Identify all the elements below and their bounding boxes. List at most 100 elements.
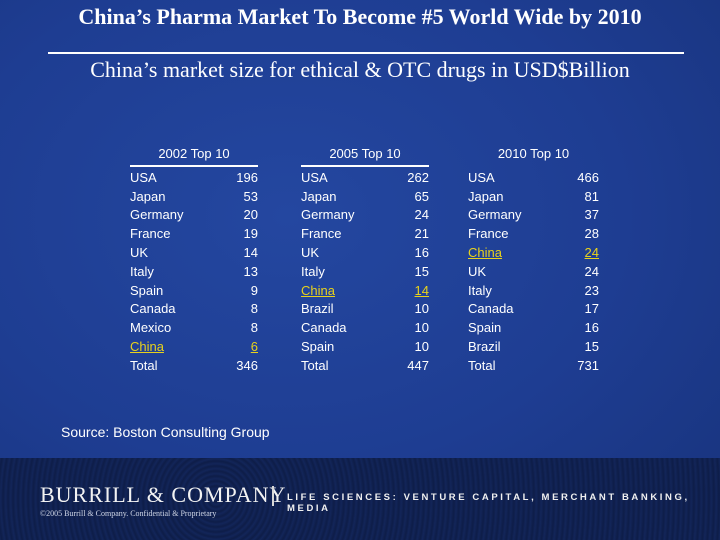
country-name: Germany — [130, 207, 184, 223]
table-row: Canada 17 — [468, 300, 599, 319]
table-heading: 2010 Top 10 — [497, 146, 570, 161]
table-row: USA 466 — [468, 169, 599, 188]
table-row: Total 731 — [468, 357, 599, 376]
market-value: 346 — [236, 357, 258, 373]
table-rows: USA 196 Japan 53 Germany 20 France 19 UK 14 Italy 1… — [130, 169, 258, 376]
market-value: 20 — [243, 207, 258, 223]
table-2005: 2005 Top 10 USA 262 Japan 65 Germany 24 France… — [301, 145, 429, 376]
table-row: UK 14 — [130, 244, 258, 263]
country-name: Spain — [130, 282, 164, 298]
source-note: Source: Boston Consulting Group — [61, 424, 270, 440]
table-row: Italy 23 — [468, 282, 599, 301]
market-value: 24 — [414, 207, 429, 223]
slide-title: China’s Pharma Market To Become #5 World… — [78, 4, 642, 29]
country-name: Brazil — [468, 338, 501, 354]
market-value: 19 — [243, 226, 258, 242]
market-value: 24 — [584, 244, 599, 260]
table-row: Canada 10 — [301, 319, 429, 338]
market-value: 731 — [577, 357, 599, 373]
country-name: USA — [301, 169, 328, 185]
country-name: UK — [301, 244, 320, 260]
table-row: Brazil 10 — [301, 300, 429, 319]
table-heading: 2002 Top 10 — [158, 146, 230, 161]
table-2010: 2010 Top 10 USA 466 Japan 81 Germany 37 France… — [468, 145, 599, 376]
company-tagline: LIFE SCIENCES: VENTURE CAPITAL, MERCHANT… — [287, 492, 690, 514]
country-name: China — [468, 244, 502, 260]
market-value: 15 — [414, 263, 429, 279]
country-name: Canada — [130, 301, 176, 317]
table-row: USA 262 — [301, 169, 429, 188]
market-value: 466 — [577, 169, 599, 185]
country-name: Germany — [468, 207, 522, 223]
market-value: 17 — [584, 301, 599, 317]
table-row: Germany 24 — [301, 206, 429, 225]
market-value: 262 — [407, 169, 429, 185]
country-name: China — [301, 282, 335, 298]
market-value: 6 — [250, 338, 258, 354]
market-value: 447 — [407, 357, 429, 373]
table-heading-rule — [130, 164, 258, 167]
footer-band — [0, 458, 720, 540]
market-value: 81 — [584, 188, 599, 204]
market-value: 16 — [584, 320, 599, 336]
table-row: France 19 — [130, 225, 258, 244]
market-value: 53 — [243, 188, 258, 204]
table-row: UK 24 — [468, 263, 599, 282]
market-value: 65 — [414, 188, 429, 204]
market-value: 15 — [584, 338, 599, 354]
country-name: Italy — [130, 263, 154, 279]
market-value: 8 — [250, 301, 258, 317]
table-heading-rule — [301, 164, 429, 167]
market-value: 10 — [414, 338, 429, 354]
copyright-note: ©2005 Burrill & Company. Confidential & … — [40, 509, 217, 518]
market-value: 196 — [236, 169, 258, 185]
market-value: 23 — [584, 282, 599, 298]
country-name: Italy — [301, 263, 325, 279]
table-row: Mexico 8 — [130, 319, 258, 338]
country-name: Brazil — [301, 301, 334, 317]
market-value: 14 — [243, 244, 258, 260]
company-logo: BURRILL & COMPANY — [40, 482, 287, 507]
table-row: Japan 65 — [301, 188, 429, 207]
country-name: Total — [301, 357, 329, 373]
table-row: China 14 — [301, 282, 429, 301]
country-name: USA — [468, 169, 495, 185]
table-rows: USA 262 Japan 65 Germany 24 France 21 UK 16 Italy 1… — [301, 169, 429, 376]
country-name: Japan — [130, 188, 166, 204]
country-name: China — [130, 338, 164, 354]
table-row: France 28 — [468, 225, 599, 244]
table-row: Spain 16 — [468, 319, 599, 338]
logo-divider — [272, 486, 274, 506]
country-name: France — [130, 226, 171, 242]
table-row: Japan 53 — [130, 188, 258, 207]
market-value: 16 — [414, 244, 429, 260]
market-value: 24 — [584, 263, 599, 279]
table-row: Italy 13 — [130, 263, 258, 282]
slide-subtitle: China’s market size for ethical & OTC dr… — [90, 57, 630, 82]
market-value: 10 — [414, 320, 429, 336]
table-row: China 6 — [130, 338, 258, 357]
country-name: UK — [468, 263, 487, 279]
country-name: USA — [130, 169, 157, 185]
table-row: USA 196 — [130, 169, 258, 188]
country-name: Total — [130, 357, 158, 373]
market-value: 37 — [584, 207, 599, 223]
market-value: 10 — [414, 301, 429, 317]
country-name: Canada — [301, 320, 347, 336]
country-name: Germany — [301, 207, 355, 223]
country-name: Spain — [468, 320, 502, 336]
table-row: Germany 20 — [130, 206, 258, 225]
country-name: Japan — [468, 188, 504, 204]
table-heading: 2005 Top 10 — [329, 146, 401, 161]
table-row: France 21 — [301, 225, 429, 244]
table-row: Spain 9 — [130, 282, 258, 301]
market-value: 14 — [414, 282, 429, 298]
table-row: Total 447 — [301, 357, 429, 376]
table-row: Total 346 — [130, 357, 258, 376]
table-row: Canada 8 — [130, 300, 258, 319]
country-name: UK — [130, 244, 149, 260]
table-row: Germany 37 — [468, 206, 599, 225]
market-value: 8 — [250, 320, 258, 336]
table-row: China 24 — [468, 244, 599, 263]
country-name: Italy — [468, 282, 492, 298]
